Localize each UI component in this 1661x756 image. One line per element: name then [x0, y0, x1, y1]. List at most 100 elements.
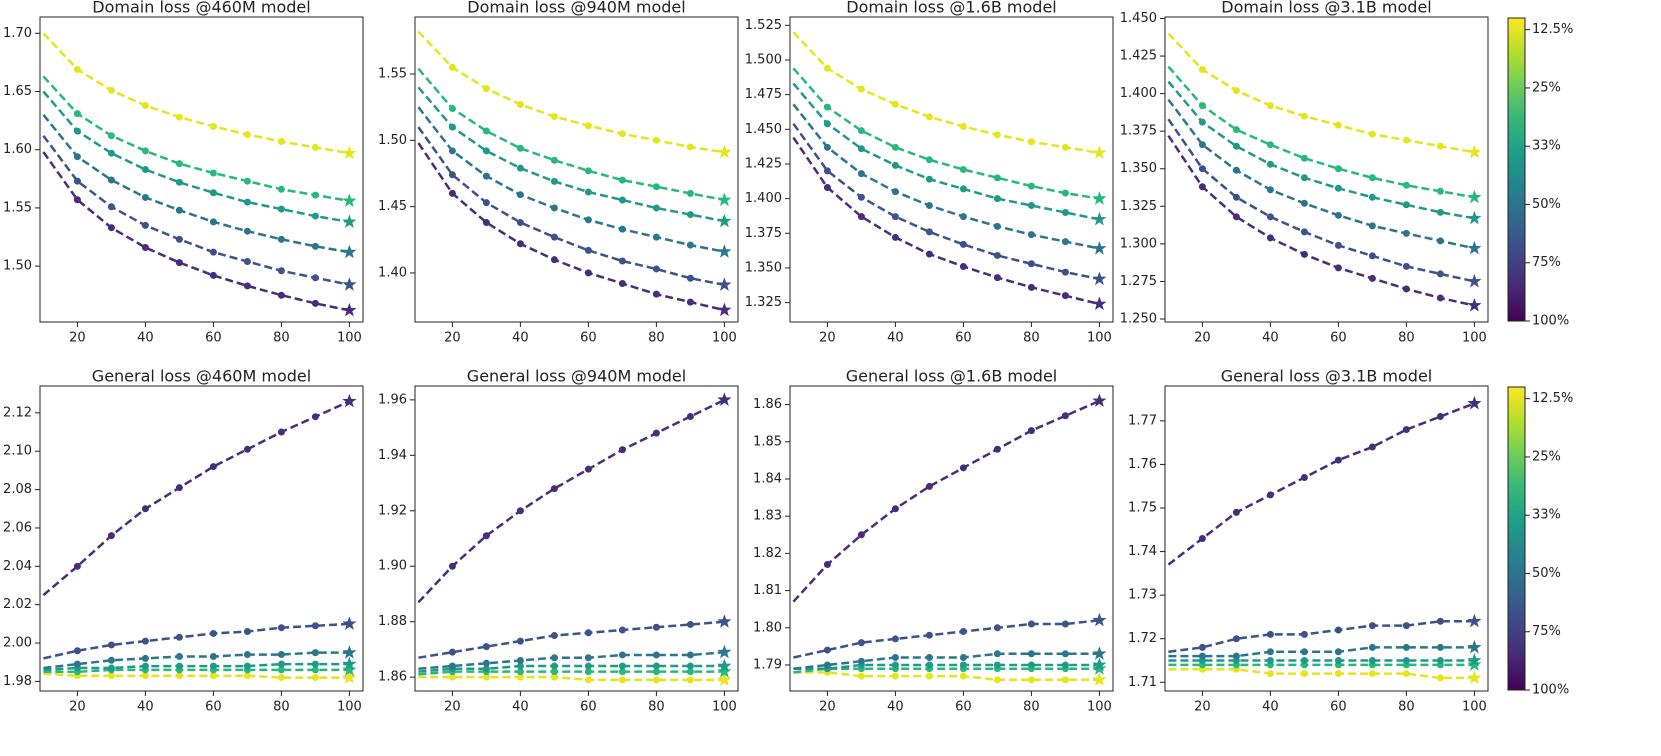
point-marker: [993, 676, 1001, 684]
point-marker: [1027, 620, 1035, 628]
point-marker: [1368, 443, 1376, 451]
point-marker: [925, 175, 933, 183]
point-marker: [1027, 231, 1035, 239]
y-tick-label: 1.74: [1128, 544, 1157, 559]
point-marker: [959, 213, 967, 221]
point-marker: [516, 240, 524, 248]
point-marker: [925, 202, 933, 210]
point-marker: [1402, 262, 1410, 270]
point-marker: [1368, 643, 1376, 651]
point-marker: [73, 110, 81, 118]
point-marker: [925, 113, 933, 121]
point-marker: [652, 623, 660, 631]
point-marker: [1402, 426, 1410, 434]
point-marker: [823, 184, 831, 192]
point-marker: [209, 218, 217, 226]
plot-frame: [1164, 385, 1489, 692]
point-marker: [482, 172, 490, 180]
y-tick-label: 1.425: [745, 156, 782, 171]
point-marker: [959, 185, 967, 193]
series-line: [42, 400, 350, 597]
y-tick-label: 1.250: [1120, 311, 1157, 326]
point-marker: [1027, 283, 1035, 291]
y-tick-label: 1.60: [3, 142, 32, 157]
point-marker: [1061, 238, 1069, 246]
x-tick-label: 80: [273, 700, 290, 715]
colorbar-label: 25%: [1532, 449, 1561, 464]
point-marker: [243, 257, 251, 265]
series-line: [42, 32, 350, 155]
point-marker: [891, 233, 899, 241]
point-marker: [516, 637, 524, 645]
point-marker: [1198, 183, 1206, 191]
point-marker: [516, 219, 524, 227]
y-tick-label: 1.275: [1120, 274, 1157, 289]
x-tick-label: 100: [1087, 700, 1112, 715]
star-marker: [717, 144, 732, 159]
x-tick-label: 100: [337, 700, 362, 715]
x-tick-label: 60: [955, 331, 972, 346]
x-tick-label: 20: [819, 331, 836, 346]
colorbar-label: 50%: [1532, 197, 1561, 212]
x-tick-label: 60: [955, 700, 972, 715]
star-marker: [1092, 241, 1107, 255]
point-marker: [550, 654, 558, 662]
point-marker: [584, 246, 592, 254]
x-tick-label: 60: [205, 331, 222, 346]
series-line: [417, 142, 725, 312]
point-marker: [209, 463, 217, 471]
point-marker: [1266, 491, 1274, 499]
y-tick-label: 1.96: [378, 392, 407, 407]
x-tick-label: 20: [819, 700, 836, 715]
point-marker: [1061, 412, 1069, 420]
point-marker: [618, 130, 626, 138]
y-tick-label: 2.12: [3, 405, 32, 420]
colorbar-label: 12.5%: [1532, 391, 1573, 406]
x-tick-label: 80: [1398, 700, 1415, 715]
point-marker: [1232, 652, 1240, 660]
point-marker: [1232, 635, 1240, 643]
point-marker: [891, 654, 899, 662]
point-marker: [1368, 670, 1376, 678]
point-marker: [550, 233, 558, 241]
point-marker: [1266, 670, 1274, 678]
point-marker: [993, 650, 1001, 658]
y-tick-label: 1.425: [1120, 49, 1157, 64]
point-marker: [243, 651, 251, 659]
point-marker: [652, 668, 660, 676]
series-line: [417, 86, 725, 223]
point-marker: [311, 274, 319, 282]
point-marker: [891, 143, 899, 151]
point-marker: [857, 170, 865, 178]
star-marker: [1092, 657, 1107, 671]
y-tick-label: 1.350: [1120, 161, 1157, 176]
y-tick-label: 1.70: [3, 26, 32, 41]
point-marker: [584, 167, 592, 175]
star-marker: [342, 616, 357, 630]
point-marker: [516, 668, 524, 676]
point-marker: [1061, 143, 1069, 151]
point-marker: [686, 676, 694, 684]
point-marker: [482, 127, 490, 135]
series-line: [42, 114, 350, 254]
point-marker: [823, 661, 831, 669]
x-tick-label: 60: [580, 331, 597, 346]
point-marker: [686, 413, 694, 420]
point-marker: [550, 112, 558, 120]
x-tick-label: 40: [887, 700, 904, 715]
point-marker: [823, 120, 831, 128]
point-marker: [686, 274, 694, 282]
star-marker: [1092, 191, 1107, 205]
point-marker: [209, 652, 217, 660]
star-marker: [1092, 271, 1107, 286]
point-marker: [1402, 622, 1410, 630]
point-marker: [652, 233, 660, 241]
point-marker: [686, 620, 694, 628]
point-marker: [1198, 102, 1206, 110]
star-marker: [717, 302, 732, 317]
point-marker: [1198, 141, 1206, 149]
point-marker: [584, 216, 592, 224]
point-marker: [959, 464, 967, 472]
point-marker: [277, 267, 285, 275]
y-tick-label: 1.65: [3, 84, 32, 99]
